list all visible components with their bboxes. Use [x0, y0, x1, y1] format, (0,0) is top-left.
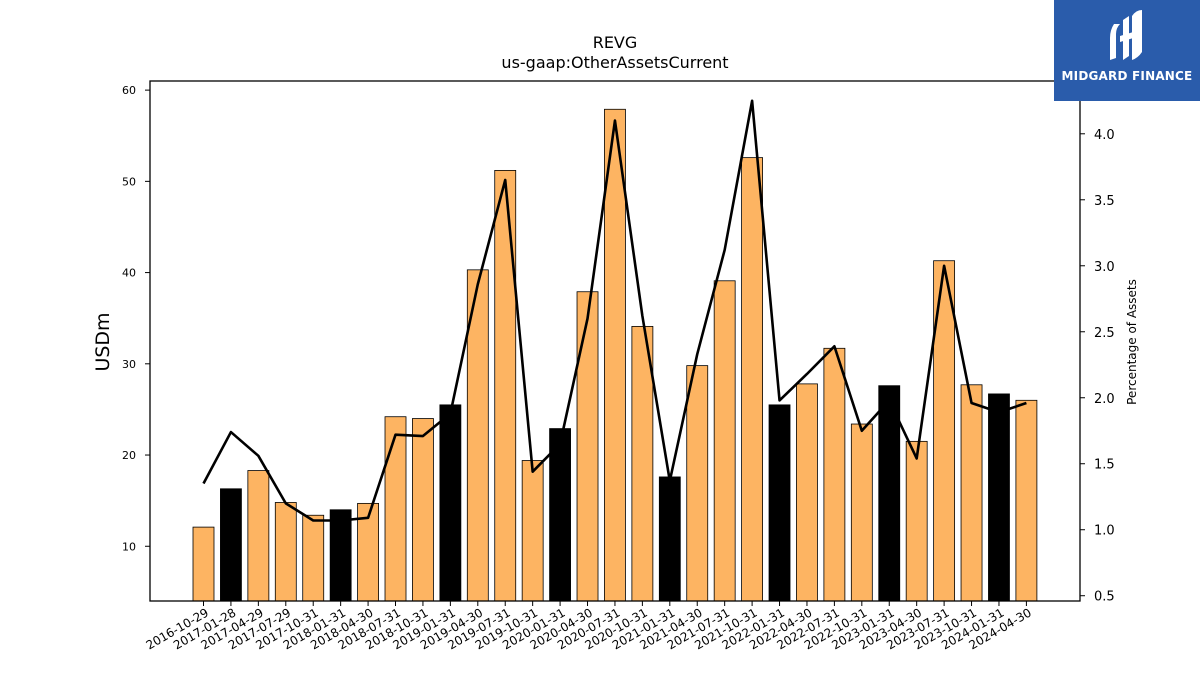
y-tick-label-20: 20 — [122, 449, 136, 462]
brand-logo: MIDGARD FINANCE — [1054, 0, 1200, 101]
y2-tick-label-3: 3.0 — [1094, 260, 1115, 275]
bar-2017-04-29 — [247, 470, 270, 602]
bar-2019-10-31 — [521, 460, 544, 602]
y2-tick-label-2.5: 2.5 — [1094, 326, 1115, 341]
bar-2018-01-31 — [329, 509, 352, 602]
bar-2023-10-31 — [960, 384, 983, 602]
chart-title: REVG — [593, 33, 638, 52]
y-tick-label-40: 40 — [122, 267, 136, 280]
y-tick-label-10: 10 — [122, 540, 136, 553]
bar-2024-04-30 — [1015, 399, 1038, 602]
y-tick-label-30: 30 — [122, 358, 136, 371]
y-tick-label-60: 60 — [122, 84, 136, 97]
bar-2017-10-31 — [302, 514, 325, 602]
bar-2022-01-31 — [768, 404, 791, 602]
chart-subtitle: us-gaap:OtherAssetsCurrent — [501, 53, 728, 72]
percentage-line — [202, 99, 1027, 522]
y-axis-label: USDm — [92, 312, 114, 371]
y2-tick-label-1: 1.0 — [1094, 524, 1115, 539]
bar-2018-10-31 — [412, 418, 434, 602]
bars-group — [192, 108, 1038, 602]
bar-2019-07-31 — [494, 169, 517, 602]
y2-tick-label-2: 2.0 — [1094, 392, 1115, 407]
brand-mark-icon — [1110, 10, 1142, 60]
bar-2016-10-29 — [192, 526, 215, 602]
bar-2022-10-31 — [850, 423, 873, 602]
bar-2020-01-31 — [549, 428, 571, 602]
y2-tick-label-4: 4.0 — [1094, 128, 1115, 143]
bar-2021-07-31 — [713, 280, 736, 602]
y2-tick-label-1.5: 1.5 — [1094, 458, 1115, 473]
bar-2023-04-30 — [905, 440, 928, 602]
bar-2024-01-31 — [988, 393, 1010, 602]
y-tick-label-50: 50 — [122, 175, 136, 188]
bar-2017-07-29 — [274, 502, 297, 602]
line-group — [202, 99, 1027, 522]
bar-2017-01-28 — [220, 488, 242, 602]
bar-2018-07-31 — [384, 416, 407, 602]
y2-tick-label-0.5: 0.5 — [1094, 590, 1115, 605]
bar-2020-04-30 — [576, 291, 599, 602]
y2-tick-label-3.5: 3.5 — [1094, 194, 1115, 209]
bar-2022-04-30 — [796, 383, 818, 602]
y2-axis-label: Percentage of Assets — [1125, 279, 1139, 405]
bar-2021-10-31 — [741, 157, 763, 602]
bar-2021-04-30 — [686, 365, 709, 602]
brand-name: MIDGARD FINANCE — [1061, 69, 1193, 83]
bar-2022-07-31 — [823, 347, 846, 602]
bar-2019-01-31 — [439, 404, 462, 602]
bar-2021-01-31 — [658, 476, 681, 602]
